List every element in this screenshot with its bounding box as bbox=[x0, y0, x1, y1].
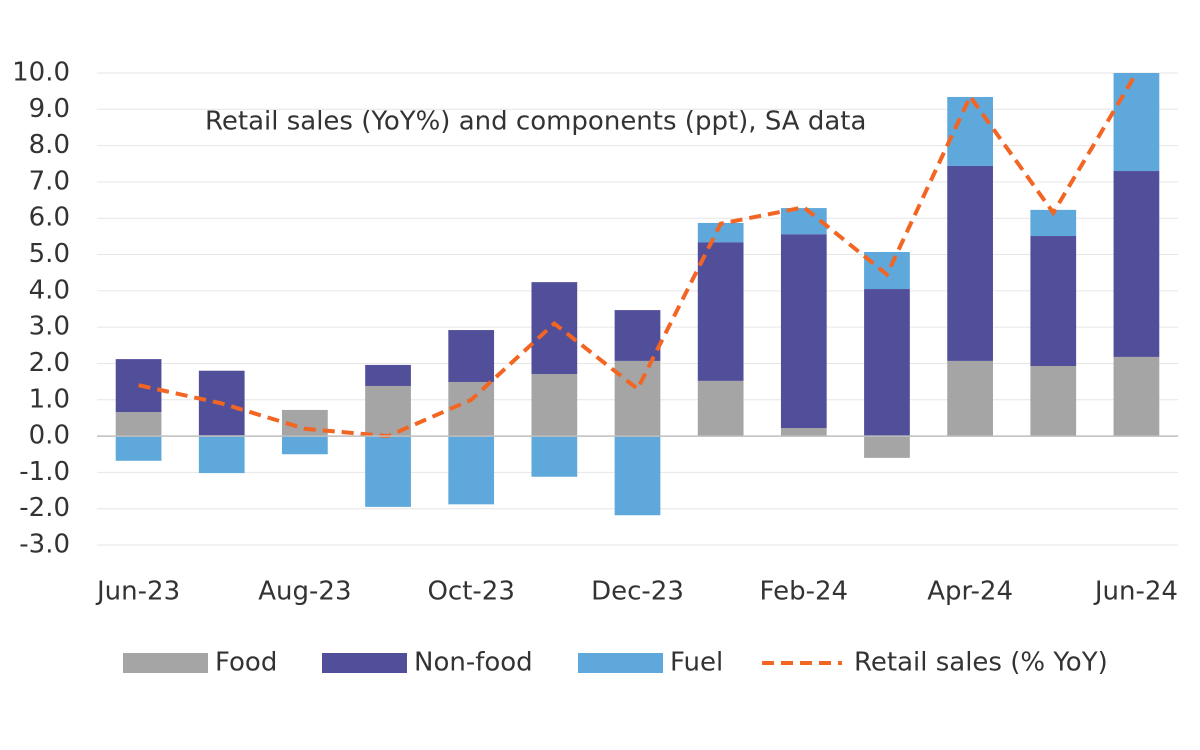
y-tick-label: 7.0 bbox=[29, 166, 70, 196]
bar-segment bbox=[864, 289, 910, 437]
legend-swatch bbox=[322, 653, 407, 673]
bar-segment bbox=[115, 436, 162, 461]
bars bbox=[115, 73, 1160, 516]
y-tick-label: -1.0 bbox=[19, 457, 70, 487]
legend-swatch bbox=[123, 653, 208, 673]
y-tick-label: 5.0 bbox=[29, 239, 70, 269]
x-tick-label: Aug-23 bbox=[258, 577, 351, 607]
bar-segment bbox=[198, 436, 245, 474]
x-tick-label: Oct-23 bbox=[427, 577, 514, 607]
legend: Food Non-food Fuel Retail sales (% YoY) bbox=[123, 648, 1108, 678]
x-tick-label: Feb-24 bbox=[760, 577, 849, 607]
y-tick-label: 9.0 bbox=[29, 94, 70, 124]
x-tick-label: Jun-23 bbox=[95, 577, 180, 607]
bar-segment bbox=[947, 165, 993, 361]
line-series bbox=[138, 71, 1139, 439]
y-tick-label: 3.0 bbox=[29, 312, 70, 342]
legend-label: Retail sales (% YoY) bbox=[854, 648, 1108, 678]
bar-segment bbox=[864, 436, 910, 458]
legend-label: Food bbox=[215, 648, 277, 678]
bar-segment bbox=[1113, 356, 1160, 437]
lines bbox=[138, 71, 1139, 439]
x-tick-label: Dec-23 bbox=[591, 577, 684, 607]
bar-segment bbox=[780, 428, 827, 437]
y-tick-label: 8.0 bbox=[29, 130, 70, 160]
y-tick-label: 0.0 bbox=[29, 421, 70, 451]
bar-segment bbox=[614, 310, 661, 361]
bar-segment bbox=[365, 364, 411, 386]
bar-segment bbox=[448, 330, 495, 382]
bar-segment bbox=[531, 282, 578, 374]
bar-segment bbox=[697, 242, 744, 381]
y-tick-label: 4.0 bbox=[29, 275, 70, 305]
legend-label: Non-food bbox=[414, 648, 533, 678]
bar-segment bbox=[947, 96, 993, 166]
bar-segment bbox=[947, 360, 993, 437]
y-tick-label: -3.0 bbox=[19, 530, 70, 560]
bar-segment bbox=[864, 251, 910, 290]
bar-segment bbox=[1030, 366, 1077, 437]
bar-segment bbox=[614, 436, 661, 516]
bar-segment bbox=[531, 373, 578, 437]
bar-segment bbox=[282, 436, 328, 455]
axes: -3.0 -2.0 -1.0 0.0 1.0 2.0 3.0 4.0 5.0 6.0 7.0 8.0 9… bbox=[12, 58, 1178, 607]
legend-swatch bbox=[578, 653, 663, 673]
bar-segment bbox=[531, 436, 578, 477]
y-tick-label: 6.0 bbox=[29, 203, 70, 233]
bar-segment bbox=[697, 222, 744, 243]
y-tick-label: -2.0 bbox=[19, 493, 70, 523]
bar-segment bbox=[1030, 236, 1077, 367]
y-tick-label: 10.0 bbox=[12, 58, 70, 88]
bar-segment bbox=[1113, 171, 1160, 357]
bar-segment bbox=[365, 436, 411, 507]
legend-label: Fuel bbox=[670, 648, 723, 678]
x-tick-label: Apr-24 bbox=[927, 577, 1013, 607]
bar-segment bbox=[614, 360, 661, 437]
bar-segment bbox=[697, 380, 744, 437]
bar-segment bbox=[780, 234, 827, 429]
bar-segment bbox=[115, 412, 162, 437]
bar-segment bbox=[1113, 73, 1160, 172]
bar-segment bbox=[448, 381, 495, 437]
y-tick-label: 1.0 bbox=[29, 384, 70, 414]
x-tick-label: Jun-24 bbox=[1093, 577, 1178, 607]
y-tick-label: 2.0 bbox=[29, 348, 70, 378]
bar-segment bbox=[448, 436, 495, 505]
chart-title: Retail sales (YoY%) and components (ppt)… bbox=[205, 107, 866, 137]
